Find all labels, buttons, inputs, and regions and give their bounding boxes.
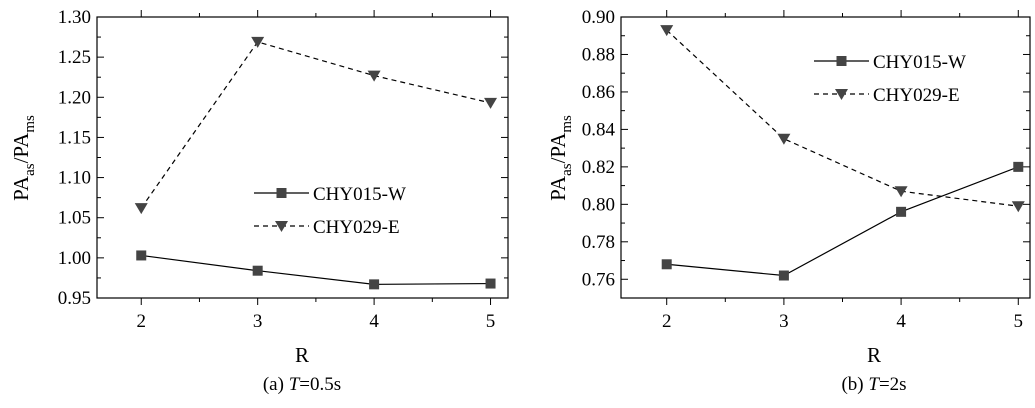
data-point [1011,201,1025,213]
caption-part: =0.5s [299,374,341,395]
series-line [141,254,491,285]
legend-marker [835,89,848,100]
y-tick-label: 0.86 [582,82,615,103]
y-axis-title-sub: ms [559,115,575,133]
x-tick-label: 4 [369,311,379,332]
y-tick-label: 0.76 [582,269,615,290]
series-line [140,41,491,209]
x-tick-label: 5 [1014,311,1024,332]
data-point [894,186,908,198]
y-tick-label: 0.78 [582,232,615,253]
y-tick-label: 0.84 [582,119,616,140]
y-tick-label: 1.15 [58,127,91,148]
data-point [1013,161,1024,172]
caption-part: (a) [263,374,289,395]
y-tick-label: 1.00 [58,248,91,269]
y-tick-label: 1.20 [58,87,91,108]
chart-caption: (b) T=2s [841,374,906,395]
y-axis-title-sub: as [22,163,38,176]
y-axis-title-sub: ms [22,115,38,133]
x-tick-label: 3 [779,311,789,332]
chart-2: 0.76 0.78 0.80 0.82 0.84 0.86 0.88 0.90 2 3 4 5 CHY0… [546,7,1031,395]
legend-label: CHY029-E [873,85,960,106]
y-tick-label: 0.88 [582,44,615,65]
x-axis-title: R [295,343,309,367]
y-axis-title-part: / [9,157,33,163]
data-point [661,259,672,270]
legend-label: CHY015-W [873,52,966,73]
y-tick-label: 0.90 [582,7,615,28]
y-axis-title-part: PA [546,175,570,201]
data-point [484,97,498,109]
caption-part: T [868,374,880,395]
y-tick-label: 0.95 [58,288,91,309]
y-tick-label: 1.05 [58,208,91,229]
data-point [251,36,265,48]
legend-label: CHY029-E [313,217,400,238]
x-axis-title: R [867,343,881,367]
x-tick-label: 2 [662,311,672,332]
caption-part: =2s [879,374,907,395]
x-tick-label: 3 [253,311,263,332]
y-tick-label: 0.82 [582,157,615,178]
y-tick-label: 1.30 [58,7,91,28]
data-point [777,133,791,145]
x-tick-label: 4 [896,311,906,332]
y-axis-title-part: PA [9,132,33,158]
data-point [896,206,907,217]
legend-marker [836,56,847,66]
chart-caption: (a) T=0.5s [263,374,341,395]
series-line [666,166,1019,277]
y-axis-title: PAas/PAms [9,115,38,201]
data-point [369,279,380,290]
y-axis-title-part: / [546,157,570,163]
legend: CHY015-W CHY029-E [254,184,406,238]
y-tick-label: 1.10 [58,168,91,189]
series-1 [136,250,496,290]
caption-part: (b) [841,374,868,395]
y-tick-label: 0.80 [582,194,615,215]
legend-marker [276,188,287,198]
data-point [136,250,147,261]
x-tick-label: 5 [486,311,496,332]
data-point [778,270,789,281]
caption-part: T [289,374,301,395]
legend-marker [275,221,288,232]
x-tick-label: 2 [136,311,146,332]
chart-1: 0.95 1.00 1.05 1.10 1.15 1.20 1.25 1.30 2 3 4 5 CHY0… [9,7,509,395]
series-2 [134,36,498,215]
plot-frame [96,16,509,299]
y-axis-title-part: PA [546,132,570,158]
data-point [485,278,496,289]
data-point [367,70,381,82]
y-axis-title: PAas/PAms [546,115,575,201]
data-point [252,265,263,276]
plot-frame [620,16,1031,299]
data-point [134,203,148,215]
series-2 [660,25,1025,213]
y-tick-label: 1.25 [58,47,91,68]
y-axis-title-sub: as [559,163,575,176]
legend: CHY015-W CHY029-E [814,52,966,106]
series-1 [661,161,1024,281]
data-point [660,25,674,37]
legend-label: CHY015-W [313,184,406,205]
y-axis-title-part: PA [9,175,33,201]
